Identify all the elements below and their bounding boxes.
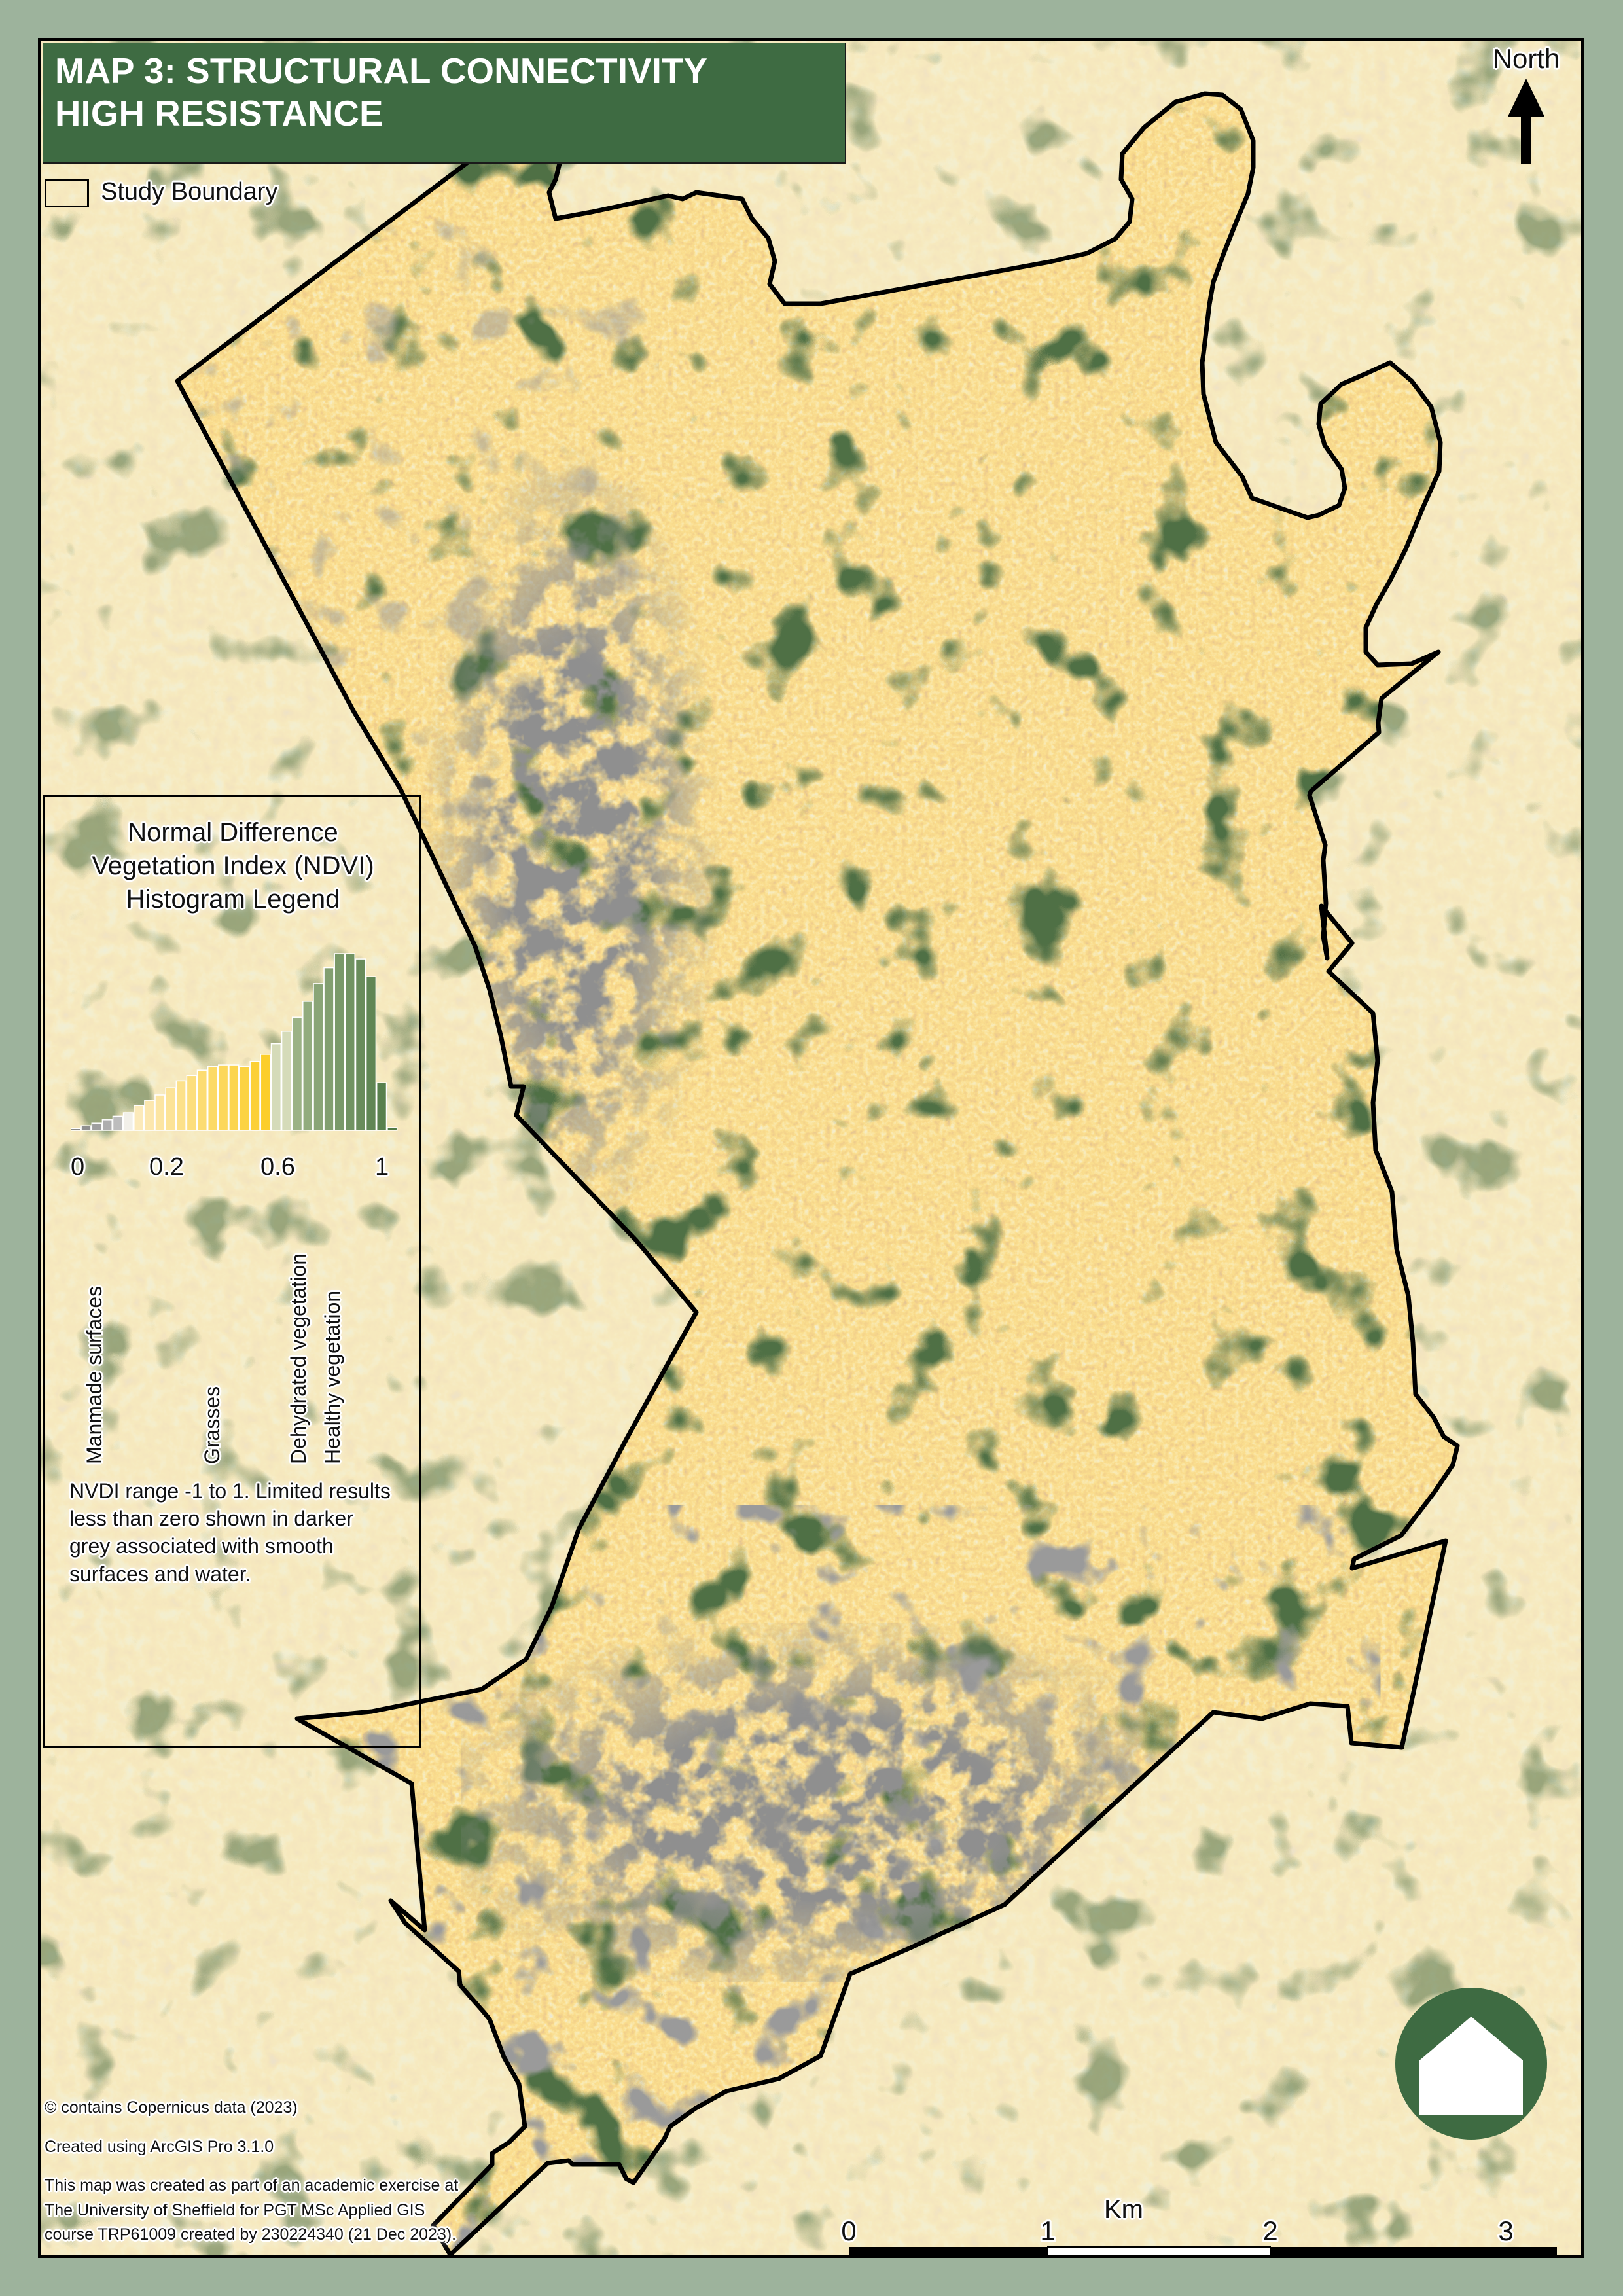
- svg-text:1: 1: [1040, 2215, 1055, 2246]
- svg-text:0: 0: [841, 2215, 856, 2246]
- svg-text:2: 2: [1262, 2215, 1277, 2246]
- svg-text:3: 3: [1498, 2215, 1513, 2246]
